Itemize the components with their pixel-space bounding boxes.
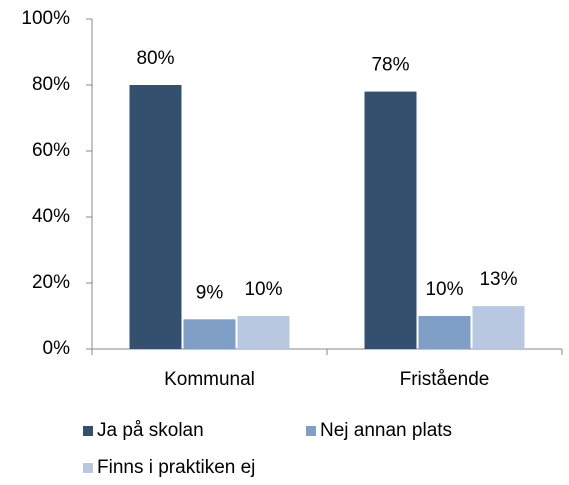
- bar: [418, 316, 471, 349]
- value-label: 13%: [479, 269, 517, 290]
- value-label: 80%: [136, 48, 174, 69]
- bar: [183, 319, 236, 349]
- value-label: 9%: [196, 282, 224, 303]
- bar: [129, 85, 182, 349]
- value-label: 10%: [425, 279, 463, 300]
- legend-swatch: [83, 463, 93, 473]
- bar: [364, 91, 417, 349]
- legend-swatch: [83, 426, 93, 436]
- y-tick-label: 60%: [32, 140, 70, 161]
- legend-label: Ja på skolan: [97, 420, 204, 441]
- y-tick-label: 100%: [21, 8, 70, 29]
- legend-label: Nej annan plats: [320, 420, 452, 441]
- x-tick-label: Kommunal: [164, 369, 255, 390]
- value-label: 10%: [244, 279, 282, 300]
- y-tick-label: 40%: [32, 206, 70, 227]
- y-tick-label: 80%: [32, 74, 70, 95]
- y-tick-label: 20%: [32, 272, 70, 293]
- legend-label: Finns i praktiken ej: [97, 457, 255, 478]
- bar: [237, 316, 290, 349]
- x-tick-label: Fristående: [400, 369, 490, 390]
- value-label: 78%: [371, 55, 409, 76]
- bar: [472, 306, 525, 349]
- legend-swatch: [306, 426, 316, 436]
- y-tick-label: 0%: [43, 338, 71, 359]
